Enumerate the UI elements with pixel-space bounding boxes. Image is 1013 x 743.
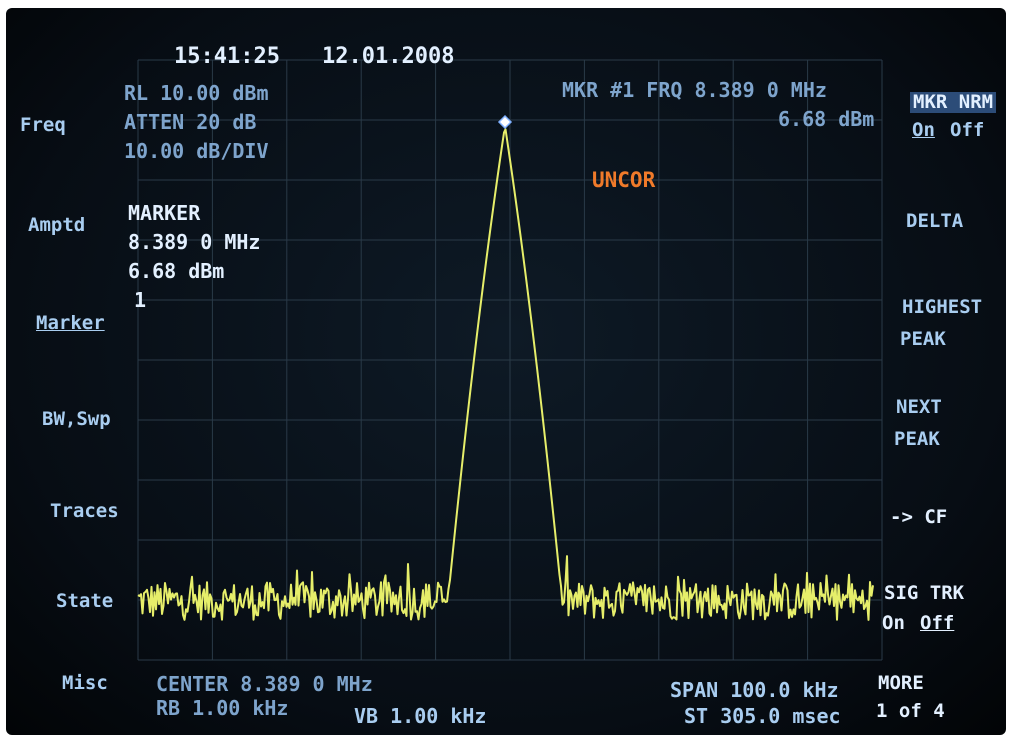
- date: 12.01.2008: [322, 44, 455, 69]
- softkey[interactable]: NEXT: [896, 396, 942, 418]
- center-frequency: CENTER 8.389 0 MHz: [156, 672, 373, 696]
- video-bandwidth: VB 1.00 kHz: [354, 704, 487, 728]
- softkey[interactable]: -> CF: [890, 506, 948, 528]
- marker-status-frequency: MKR #1 FRQ 8.389 0 MHz: [562, 78, 827, 102]
- scale: 10.00 dB/DIV: [124, 139, 269, 163]
- marker-number: 1: [134, 288, 147, 312]
- time: 15:41:25: [174, 44, 280, 69]
- toggle-on[interactable]: On: [912, 119, 935, 141]
- softkey[interactable]: Amptd: [28, 214, 86, 236]
- softkey[interactable]: DELTA: [906, 210, 964, 232]
- softkey[interactable]: MKR NRM: [910, 92, 997, 113]
- softkey[interactable]: BW,Swp: [42, 408, 111, 430]
- softkey[interactable]: SIG TRK: [884, 582, 965, 604]
- uncor-status: UNCOR: [592, 168, 656, 192]
- softkey[interactable]: PEAK: [900, 328, 946, 350]
- span: SPAN 100.0 kHz: [670, 678, 839, 702]
- softkey[interactable]: Traces: [50, 500, 119, 522]
- marker-status-amplitude: 6.68 dBm: [778, 107, 875, 131]
- toggle-off[interactable]: Off: [950, 119, 985, 141]
- softkey[interactable]: Marker: [36, 312, 105, 334]
- toggle-off[interactable]: Off: [920, 612, 955, 634]
- sweep-time: ST 305.0 msec: [684, 704, 841, 728]
- resolution-bandwidth: RB 1.00 kHz: [156, 696, 289, 720]
- softkey[interactable]: HIGHEST: [902, 296, 983, 318]
- softkey[interactable]: State: [56, 590, 114, 612]
- ref-level: RL 10.00 dBm: [124, 81, 269, 105]
- softkey: 1 of 4: [876, 700, 945, 722]
- softkey[interactable]: PEAK: [894, 428, 940, 450]
- attenuation: ATTEN 20 dB: [124, 110, 257, 134]
- softkey[interactable]: Misc: [62, 672, 108, 694]
- toggle-on[interactable]: On: [882, 612, 905, 634]
- marker-title: MARKER: [128, 201, 201, 225]
- signal-trace: [137, 128, 874, 621]
- marker-amplitude: 6.68 dBm: [128, 259, 225, 283]
- display-graphics: [137, 59, 883, 661]
- marker-frequency: 8.389 0 MHz: [128, 230, 261, 254]
- marker-diamond: [497, 114, 513, 130]
- softkey[interactable]: MORE: [878, 672, 924, 694]
- softkey[interactable]: Freq: [20, 114, 66, 136]
- analyzer-screen: 15:41:25 12.01.2008 RL 10.00 dBm ATTEN 2…: [6, 8, 1006, 735]
